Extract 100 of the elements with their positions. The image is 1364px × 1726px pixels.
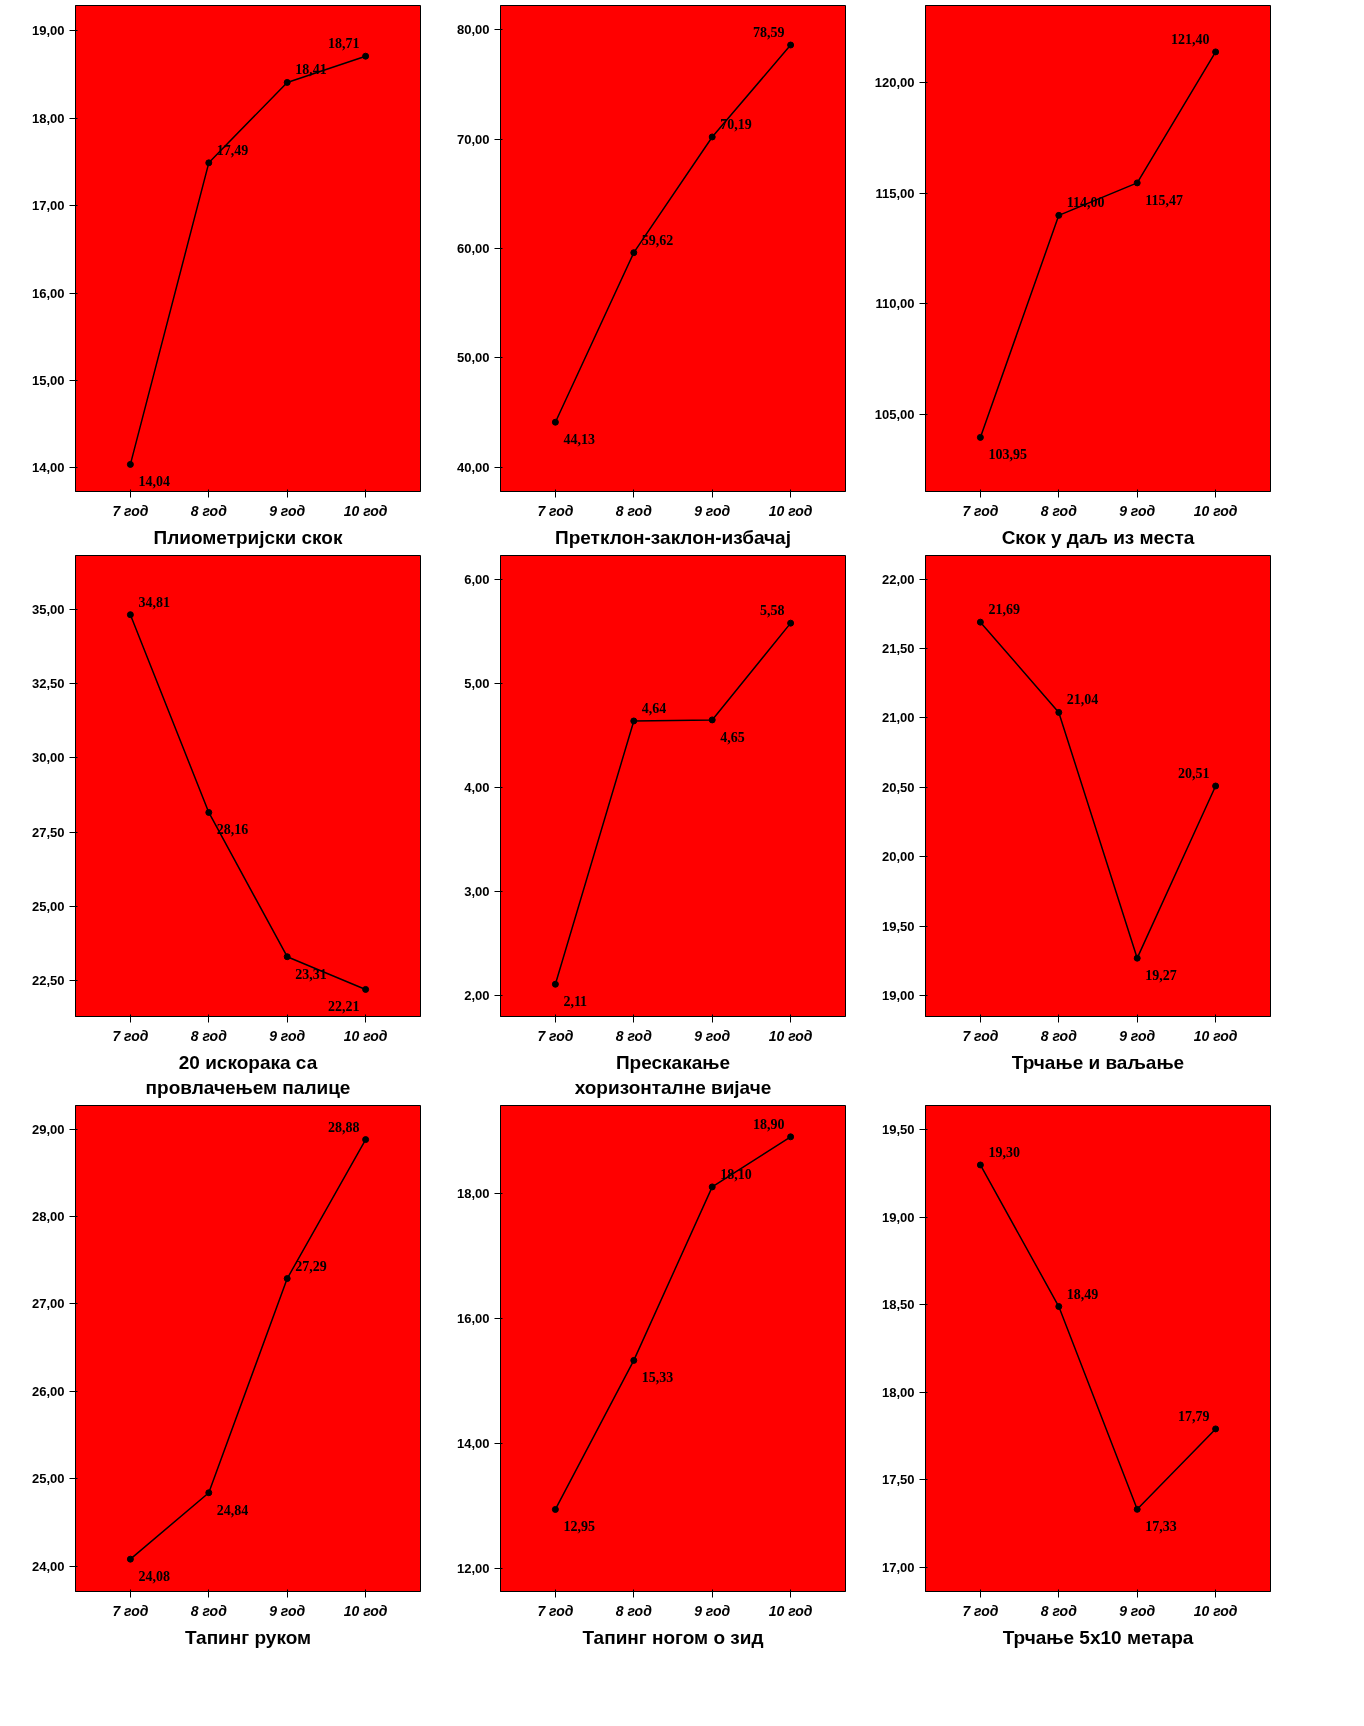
data-label: 14,04 <box>138 474 170 490</box>
y-tick-label: 29,00 <box>31 1121 65 1137</box>
x-axis-title: Плиометријски скок <box>153 526 343 548</box>
y-tick-label: 25,00 <box>31 898 65 914</box>
x-tick-label: 10 год <box>343 1602 388 1619</box>
y-tick-label: 6,00 <box>464 571 490 587</box>
y-tick-label: 35,00 <box>31 601 65 617</box>
x-tick-label: 8 год <box>615 502 653 519</box>
y-tick-label: 12,00 <box>456 1561 490 1577</box>
x-tick-label: 7 год <box>112 502 149 519</box>
y-tick-label: 18,00 <box>456 1185 490 1201</box>
x-axis-title: Претклон-заклон-избачај <box>555 526 791 548</box>
x-tick-label: 9 год <box>694 1027 731 1044</box>
y-tick-label: 60,00 <box>456 241 490 256</box>
x-tick-label: 10 год <box>768 1027 813 1044</box>
y-tick-label: 22,00 <box>881 571 915 587</box>
data-label: 17,49 <box>216 142 249 158</box>
x-tick-label: 10 год <box>343 1027 388 1044</box>
x-axis-title: Прескакање хоризонталне вијаче <box>574 1051 772 1098</box>
y-tick-label: 3,00 <box>464 884 490 900</box>
data-label: 21,69 <box>988 602 1020 618</box>
x-tick-label: 8 год <box>190 1027 228 1044</box>
data-label: 4,65 <box>720 729 745 745</box>
x-tick-label: 9 год <box>1119 1027 1156 1044</box>
data-label: 24,08 <box>138 1569 170 1585</box>
y-tick-label: 22,50 <box>31 973 65 989</box>
x-tick-label: 9 год <box>1119 1602 1156 1619</box>
data-label: 121,40 <box>1171 31 1210 47</box>
x-axis-title: Трчање 5x10 метара <box>1002 1626 1194 1648</box>
data-label: 27,29 <box>295 1258 327 1274</box>
x-tick-label: 7 год <box>537 1027 574 1044</box>
y-tick-label: 18,00 <box>31 110 65 126</box>
y-tick-label: 21,00 <box>881 710 915 726</box>
x-tick-label: 9 год <box>269 1027 306 1044</box>
x-tick-label: 9 год <box>269 502 306 519</box>
data-label: 18,49 <box>1066 1286 1099 1302</box>
y-tick-label: 17,00 <box>31 198 65 214</box>
y-tick-label: 32,50 <box>31 675 65 691</box>
x-tick-label: 9 год <box>269 1602 306 1619</box>
y-tick-label: 105,00 <box>874 406 915 422</box>
x-tick-label: 7 год <box>112 1027 149 1044</box>
x-tick-label: 7 год <box>537 1602 574 1619</box>
x-tick-label: 8 год <box>615 1027 653 1044</box>
y-tick-label: 70,00 <box>456 131 490 147</box>
y-tick-label: 21,50 <box>881 641 915 657</box>
data-label: 115,47 <box>1145 192 1183 208</box>
y-tick-label: 14,00 <box>456 1436 490 1452</box>
y-tick-label: 20,00 <box>881 849 915 865</box>
y-tick-label: 17,00 <box>881 1559 915 1575</box>
data-label: 28,88 <box>328 1119 360 1135</box>
y-tick-label: 40,00 <box>456 459 490 475</box>
y-tick-label: 2,00 <box>464 988 490 1004</box>
x-tick-label: 9 год <box>694 502 731 519</box>
y-tick-label: 110,00 <box>875 296 915 312</box>
x-tick-label: 10 год <box>768 1602 813 1619</box>
x-tick-label: 10 год <box>1193 502 1238 519</box>
y-tick-label: 30,00 <box>31 750 65 766</box>
y-tick-label: 19,00 <box>881 1209 915 1225</box>
y-tick-label: 14,00 <box>31 460 65 476</box>
data-label: 21,04 <box>1066 692 1099 708</box>
data-label: 4,64 <box>641 700 667 716</box>
y-tick-label: 50,00 <box>456 350 490 366</box>
y-tick-label: 16,00 <box>456 1310 490 1326</box>
data-label: 70,19 <box>720 116 752 132</box>
x-tick-label: 10 год <box>343 502 388 519</box>
data-label: 44,13 <box>563 432 595 448</box>
y-tick-label: 5,00 <box>464 676 490 691</box>
y-tick-label: 120,00 <box>874 75 915 91</box>
x-tick-label: 9 год <box>694 1602 731 1619</box>
x-tick-label: 8 год <box>1040 1602 1078 1619</box>
x-tick-label: 7 год <box>962 1027 999 1044</box>
x-tick-label: 7 год <box>962 1602 999 1619</box>
x-axis-title: Трчање и ваљање <box>1011 1051 1185 1073</box>
x-axis-title: 20 искорака са провлачењем палице <box>145 1051 351 1098</box>
data-label: 78,59 <box>753 25 785 41</box>
data-label: 24,84 <box>216 1502 249 1518</box>
x-tick-label: 10 год <box>1193 1027 1238 1044</box>
data-label: 22,21 <box>328 999 360 1015</box>
x-tick-label: 10 год <box>768 502 813 519</box>
y-tick-label: 18,50 <box>881 1297 915 1313</box>
y-tick-label: 115,00 <box>875 185 915 201</box>
x-tick-label: 8 год <box>190 502 228 519</box>
y-tick-label: 17,50 <box>881 1472 915 1488</box>
data-label: 18,90 <box>753 1116 785 1132</box>
x-tick-label: 8 год <box>1040 1027 1078 1044</box>
y-tick-label: 26,00 <box>31 1383 65 1399</box>
y-tick-label: 24,00 <box>31 1558 65 1574</box>
x-tick-label: 8 год <box>190 1602 228 1619</box>
data-label: 18,71 <box>328 36 360 52</box>
y-tick-label: 19,00 <box>31 23 65 39</box>
x-tick-label: 7 год <box>962 502 999 519</box>
data-label: 20,51 <box>1178 766 1210 781</box>
x-axis-title: Тапинг руком <box>184 1626 312 1648</box>
x-tick-label: 9 год <box>1119 502 1156 519</box>
data-label: 19,27 <box>1145 968 1177 984</box>
x-tick-label: 7 год <box>537 502 574 519</box>
y-tick-label: 19,50 <box>881 918 915 934</box>
x-axis-title: Тапинг ногом о зид <box>582 1626 764 1648</box>
x-axis-title: Скок у даљ из места <box>1001 526 1195 548</box>
y-tick-label: 16,00 <box>31 285 65 301</box>
